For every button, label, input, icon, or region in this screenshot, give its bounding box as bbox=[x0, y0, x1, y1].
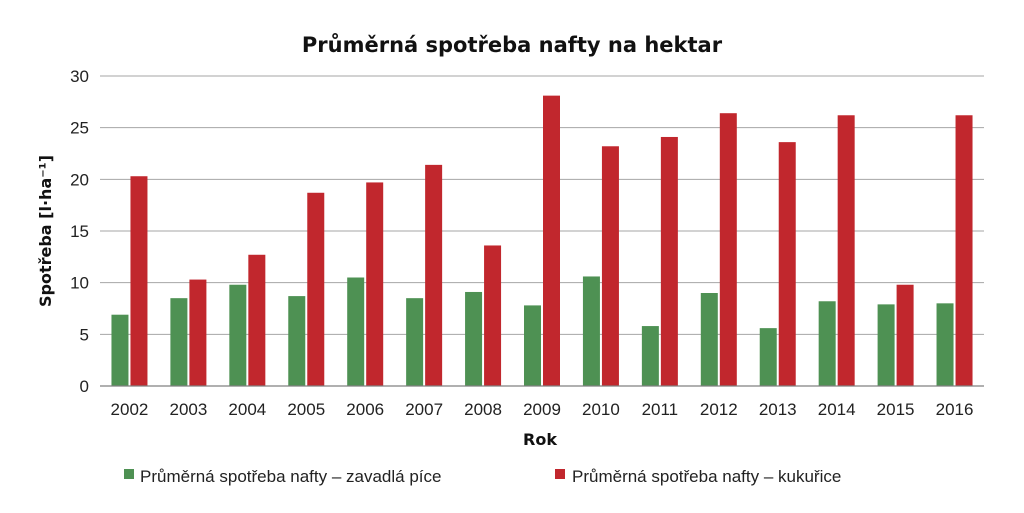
bar-zavadla-pice-2012 bbox=[700, 293, 718, 386]
x-tick-label-2003: 2003 bbox=[169, 400, 207, 419]
x-tick-label-2015: 2015 bbox=[877, 400, 915, 419]
x-tick-label-2007: 2007 bbox=[405, 400, 443, 419]
x-tick-label-2006: 2006 bbox=[346, 400, 384, 419]
bar-zavadla-pice-2002 bbox=[111, 314, 129, 386]
bar-zavadla-pice-2015 bbox=[877, 304, 895, 386]
bar-zavadla-pice-2009 bbox=[524, 305, 541, 386]
bar-kukurice-2007 bbox=[425, 164, 443, 386]
legend-label-zavadla-pice: Průměrná spotřeba nafty – zavadlá píce bbox=[140, 467, 441, 486]
bars bbox=[111, 95, 973, 387]
x-tick-label-2008: 2008 bbox=[464, 400, 502, 419]
bar-zavadla-pice-2004 bbox=[229, 284, 247, 386]
bar-zavadla-pice-2016 bbox=[936, 303, 954, 386]
bar-kukurice-2014 bbox=[837, 115, 855, 387]
bar-kukurice-2005 bbox=[307, 192, 325, 386]
x-tick-label-2012: 2012 bbox=[700, 400, 738, 419]
bar-zavadla-pice-2010 bbox=[582, 276, 600, 386]
y-tick-label-30: 30 bbox=[70, 67, 89, 86]
x-tick-label-2014: 2014 bbox=[818, 400, 856, 419]
gridlines bbox=[100, 75, 984, 335]
bar-zavadla-pice-2003 bbox=[170, 298, 188, 386]
y-tick-label-15: 15 bbox=[70, 222, 89, 241]
x-tick-label-2005: 2005 bbox=[287, 400, 325, 419]
legend-swatch-zavadla-pice bbox=[124, 469, 134, 479]
bar-kukurice-2010 bbox=[601, 146, 619, 386]
x-axis-label: Rok bbox=[523, 430, 557, 449]
x-tick-label-2011: 2011 bbox=[642, 400, 679, 419]
bar-zavadla-pice-2005 bbox=[288, 296, 306, 386]
x-tick-label-2016: 2016 bbox=[936, 400, 974, 419]
legend-swatch-kukurice bbox=[555, 469, 565, 479]
y-axis-label: Spotřeba [l·ha⁻¹] bbox=[36, 155, 55, 307]
bar-kukurice-2002 bbox=[130, 176, 148, 386]
bar-kukurice-2011 bbox=[660, 136, 678, 386]
bar-zavadla-pice-2008 bbox=[465, 291, 483, 386]
bar-kukurice-2013 bbox=[778, 142, 796, 386]
x-tick-label-2004: 2004 bbox=[228, 400, 266, 419]
x-tick-label-2010: 2010 bbox=[582, 400, 620, 419]
bar-kukurice-2012 bbox=[719, 113, 737, 386]
legend: Průměrná spotřeba nafty – zavadlá píce P… bbox=[124, 467, 841, 486]
y-tick-label-10: 10 bbox=[70, 274, 89, 293]
bar-kukurice-2004 bbox=[248, 254, 266, 386]
x-tick-label-2013: 2013 bbox=[759, 400, 797, 419]
bar-kukurice-2008 bbox=[484, 245, 502, 386]
bar-kukurice-2006 bbox=[366, 182, 384, 386]
bar-zavadla-pice-2014 bbox=[818, 301, 836, 386]
y-axis-ticks: 0 5 10 15 20 25 30 bbox=[70, 67, 89, 396]
bar-kukurice-2009 bbox=[543, 95, 560, 386]
x-axis-ticks: 2002 2003 2004 2005 2006 2007 2008 2009 2010 2011… bbox=[111, 400, 974, 419]
bar-kukurice-2015 bbox=[896, 284, 914, 386]
bar-kukurice-2016 bbox=[955, 115, 973, 387]
y-tick-label-25: 25 bbox=[70, 119, 89, 138]
bar-kukurice-2003 bbox=[189, 279, 207, 386]
bar-zavadla-pice-2006 bbox=[347, 277, 365, 386]
bar-zavadla-pice-2011 bbox=[641, 326, 659, 386]
bar-zavadla-pice-2013 bbox=[759, 328, 777, 386]
x-tick-label-2009: 2009 bbox=[523, 400, 561, 419]
y-tick-label-0: 0 bbox=[80, 377, 89, 396]
bar-zavadla-pice-2007 bbox=[406, 298, 424, 386]
y-tick-label-20: 20 bbox=[70, 170, 89, 189]
legend-label-kukurice: Průměrná spotřeba nafty – kukuřice bbox=[572, 467, 841, 486]
y-tick-label-5: 5 bbox=[80, 325, 89, 344]
chart-title: Průměrná spotřeba nafty na hektar bbox=[302, 33, 723, 57]
x-tick-label-2002: 2002 bbox=[111, 400, 149, 419]
